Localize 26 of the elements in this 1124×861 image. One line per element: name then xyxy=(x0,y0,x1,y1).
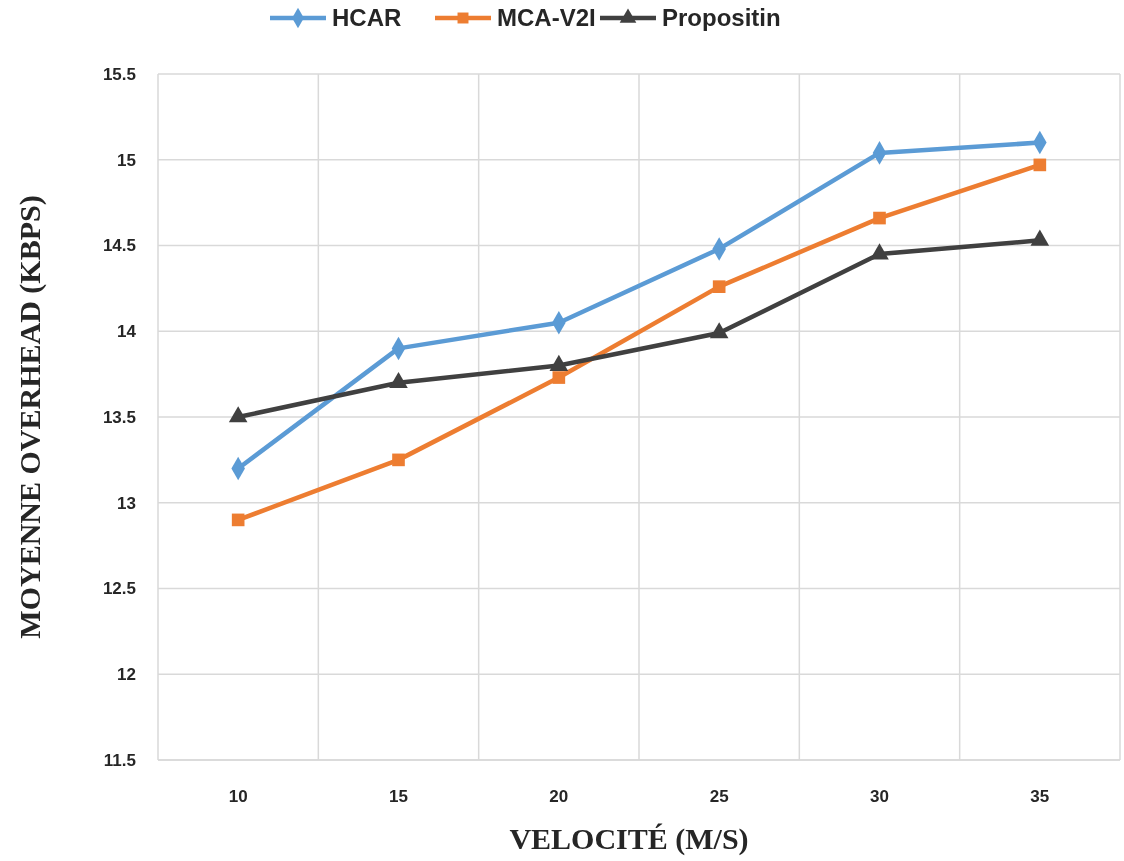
legend-label: HCAR xyxy=(332,4,402,32)
y-tick-label: 12 xyxy=(117,665,136,685)
point xyxy=(873,211,886,225)
legend-label: Propositin xyxy=(662,4,781,32)
x-tick-label: 20 xyxy=(549,787,569,806)
y-tick-label: 14.5 xyxy=(102,236,136,256)
y-tick-label: 13.5 xyxy=(102,407,136,427)
point xyxy=(392,453,405,467)
point xyxy=(1033,158,1047,172)
y-axis-title: MOYENNE OVERHEAD (KBPS) xyxy=(13,195,47,639)
x-tick-label: 25 xyxy=(709,787,729,806)
y-tick-label: 12.5 xyxy=(102,579,136,599)
y-tick-label: 14 xyxy=(117,322,137,342)
y-tick-label: 11.5 xyxy=(103,750,136,770)
y-tick-label: 13 xyxy=(117,493,136,513)
y-tick-label: 15 xyxy=(117,150,136,170)
legend-label: MCA-V2I xyxy=(497,4,596,32)
point xyxy=(552,371,566,384)
x-tick-label: 35 xyxy=(1030,787,1050,806)
x-tick-label: 10 xyxy=(228,787,248,806)
point xyxy=(231,513,245,527)
x-tick-label: 15 xyxy=(389,787,408,806)
x-tick-label: 30 xyxy=(870,787,889,806)
x-axis-title: VELOCITÉ (M/S) xyxy=(509,822,749,856)
point xyxy=(712,280,726,293)
y-tick-label: 15.5 xyxy=(102,64,136,84)
